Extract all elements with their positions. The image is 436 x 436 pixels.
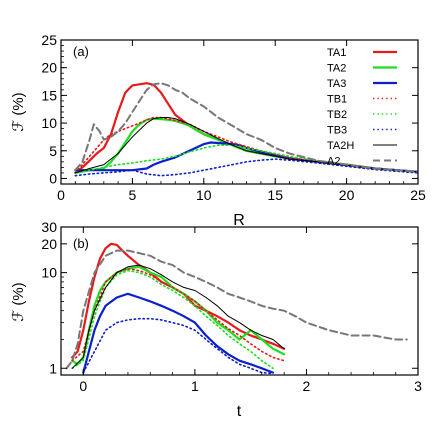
panel-b-ytick-label: 10 <box>41 265 57 281</box>
legend-label-ta3: TA3 <box>327 78 346 90</box>
panel-a-series-tb3 <box>74 158 418 177</box>
panel-a-xtick-label: 25 <box>410 187 426 203</box>
panel-b-series-tb2 <box>71 269 274 370</box>
panel-a-ytick-label: 5 <box>49 143 57 159</box>
panel-b-xtick-label: 3 <box>414 378 422 394</box>
panel-b-xtick-label: 2 <box>303 378 311 394</box>
panel-b-frame <box>60 226 419 376</box>
panel-a-series-tb1 <box>74 116 418 174</box>
panel-a-frame <box>60 39 419 185</box>
panel-a-xtick-label: 5 <box>129 187 137 203</box>
legend: TA1 TA2 TA3 TB1 TB2 TB3 TA2H A2 <box>327 47 397 168</box>
panel-a-xtick-label: 10 <box>196 187 212 203</box>
panel-a-series-ta2 <box>74 117 418 174</box>
panel-b-ytick-label: 1 <box>49 360 57 376</box>
panel-a-xlabel: R <box>233 212 245 229</box>
panel-b-xtick-label: 0 <box>79 378 87 394</box>
panel-b-series-tb3 <box>82 317 274 375</box>
panel-b-series-ta2h <box>71 264 285 369</box>
legend-label-a2: A2 <box>327 156 340 168</box>
legend-label-ta2h: TA2H <box>327 140 354 152</box>
panel-a-label: (a) <box>73 44 89 59</box>
panel-a-series-a2 <box>74 82 418 173</box>
panel-b-xlabel: t <box>237 403 242 420</box>
panel-a-ytick-label: 15 <box>41 87 57 103</box>
panel-a-ytick-label: 0 <box>49 170 57 186</box>
panel-b-ylabel: ℱ (%) <box>10 282 27 321</box>
panel-b-xtick-label: 1 <box>191 378 199 394</box>
panel-a-ticks: 0 5 10 15 20 25 0 5 10 15 20 25 <box>41 32 426 203</box>
panel-a-series-ta2h <box>74 117 418 174</box>
panel-b-series-ta3 <box>82 292 275 374</box>
panel-b-ytick-label: 30 <box>41 219 57 235</box>
panel-b-series-ta2 <box>71 265 286 366</box>
legend-label-ta1: TA1 <box>327 47 346 59</box>
legend-label-tb1: TB1 <box>327 94 347 106</box>
panel-b-series-ta1 <box>71 242 286 359</box>
legend-label-ta2: TA2 <box>327 63 346 75</box>
legend-label-tb2: TB2 <box>327 109 347 121</box>
panel-a-xtick-label: 20 <box>339 187 355 203</box>
panel-a-ylabel: ℱ (%) <box>10 92 27 131</box>
panel-b-ytick-label: 20 <box>41 236 57 252</box>
panel-a-xtick-label: 15 <box>267 187 283 203</box>
panel-a-ytick-label: 10 <box>41 115 57 131</box>
panel-a-ytick-label: 20 <box>41 60 57 76</box>
panel-b-series-a2 <box>65 249 408 370</box>
panel-a-xtick-label: 0 <box>57 187 65 203</box>
panel-a-ytick-label: 25 <box>41 32 57 48</box>
panel-b-series-tb1 <box>71 267 285 362</box>
panel-b-label: (b) <box>73 236 89 251</box>
panel-a-series-layer <box>74 82 418 177</box>
panel-b-series-layer <box>65 242 408 375</box>
legend-label-tb3: TB3 <box>327 125 347 137</box>
